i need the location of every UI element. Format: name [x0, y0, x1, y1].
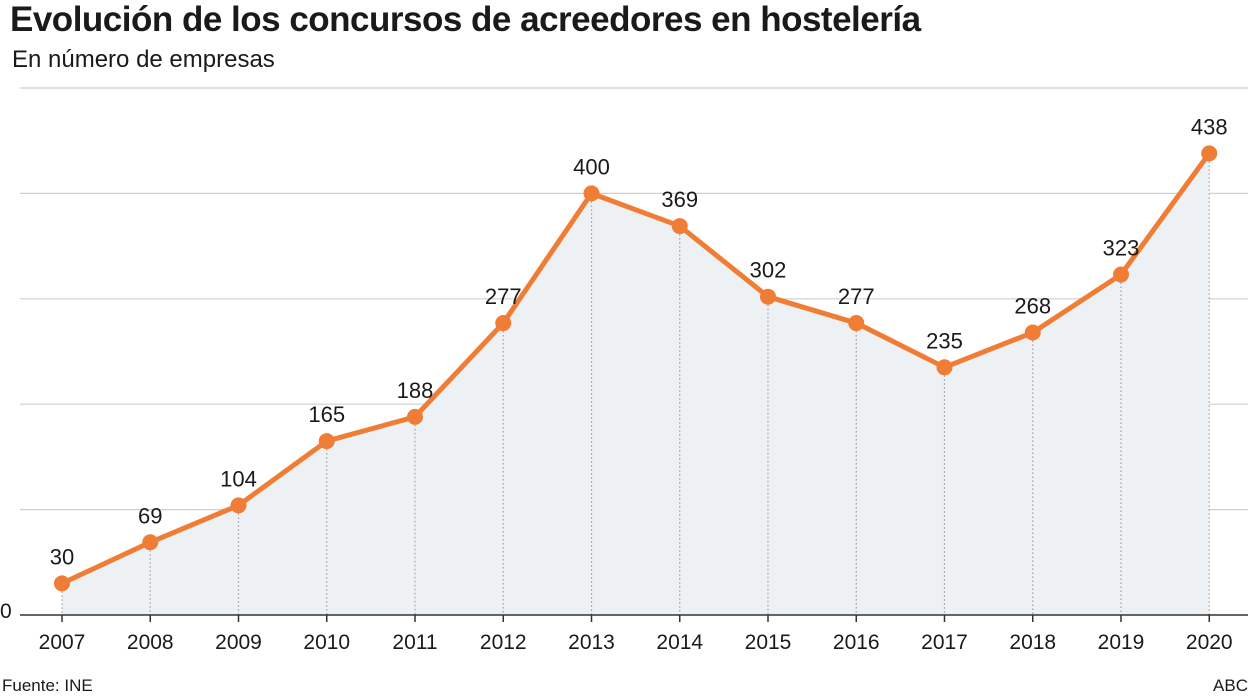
data-labels: 30 69 104 165 188 277 400 369 302 277 235 268 323 438	[50, 114, 1228, 569]
x-tick-label: 2017	[921, 631, 968, 654]
data-points	[54, 145, 1218, 592]
data-point-2011	[407, 408, 423, 425]
data-point-2019	[1113, 266, 1129, 283]
data-point-2009	[230, 497, 247, 514]
x-tick-label: 2011	[392, 631, 437, 654]
data-label-2018: 268	[1014, 294, 1051, 319]
x-tick-label: 2014	[656, 631, 703, 654]
data-label-2020: 438	[1191, 114, 1228, 139]
x-tick-label: 2019	[1098, 631, 1145, 654]
chart-subtitle: En número de empresas	[12, 46, 275, 73]
data-label-2009: 104	[220, 466, 257, 491]
area-fill	[62, 153, 1210, 615]
x-tick-label: 2007	[39, 631, 86, 654]
x-tick-label: 2015	[745, 631, 792, 654]
data-label-2015: 302	[750, 258, 787, 283]
data-label-2017: 235	[926, 328, 963, 353]
x-tick-label: 2020	[1186, 631, 1233, 654]
x-tick-label: 2016	[833, 631, 880, 654]
data-point-2017	[936, 359, 953, 376]
data-point-2015	[760, 288, 776, 305]
data-point-2018	[1024, 324, 1041, 341]
chart-title: Evolución de los concursos de acreedores…	[10, 0, 921, 39]
y-tick-label: 0	[0, 600, 12, 623]
data-point-2010	[318, 433, 335, 450]
data-label-2013: 400	[573, 154, 610, 179]
data-label-2008: 69	[138, 503, 162, 528]
source-note: Fuente: INE	[2, 676, 93, 695]
data-label-2007: 30	[50, 544, 74, 569]
x-tick-label: 2009	[215, 631, 262, 654]
x-tick-label: 2010	[303, 631, 350, 654]
x-tick-label: 2018	[1009, 631, 1056, 654]
x-axis-ticks: 2007 2008 2009 2010 2011 2012 2013 2014 2015 2016…	[39, 615, 1233, 654]
x-tick-label: 2013	[568, 631, 615, 654]
data-point-2016	[848, 315, 865, 332]
data-point-2013	[583, 185, 600, 202]
data-point-2020	[1201, 145, 1218, 162]
data-label-2011: 188	[397, 378, 434, 403]
data-label-2010: 165	[308, 402, 345, 427]
data-label-2016: 277	[838, 284, 875, 309]
credit-note: ABC	[1213, 676, 1248, 695]
data-point-2007	[54, 575, 70, 592]
data-point-2012	[495, 315, 512, 332]
data-point-2014	[671, 218, 688, 235]
series-line	[59, 150, 1212, 586]
y-axis-ticks: 0	[0, 600, 12, 623]
data-label-2014: 369	[661, 187, 698, 212]
data-label-2019: 323	[1103, 236, 1140, 261]
data-label-2012: 277	[485, 284, 522, 309]
data-point-2008	[142, 534, 159, 551]
x-tick-label: 2012	[480, 631, 527, 654]
x-tick-label: 2008	[127, 631, 174, 654]
